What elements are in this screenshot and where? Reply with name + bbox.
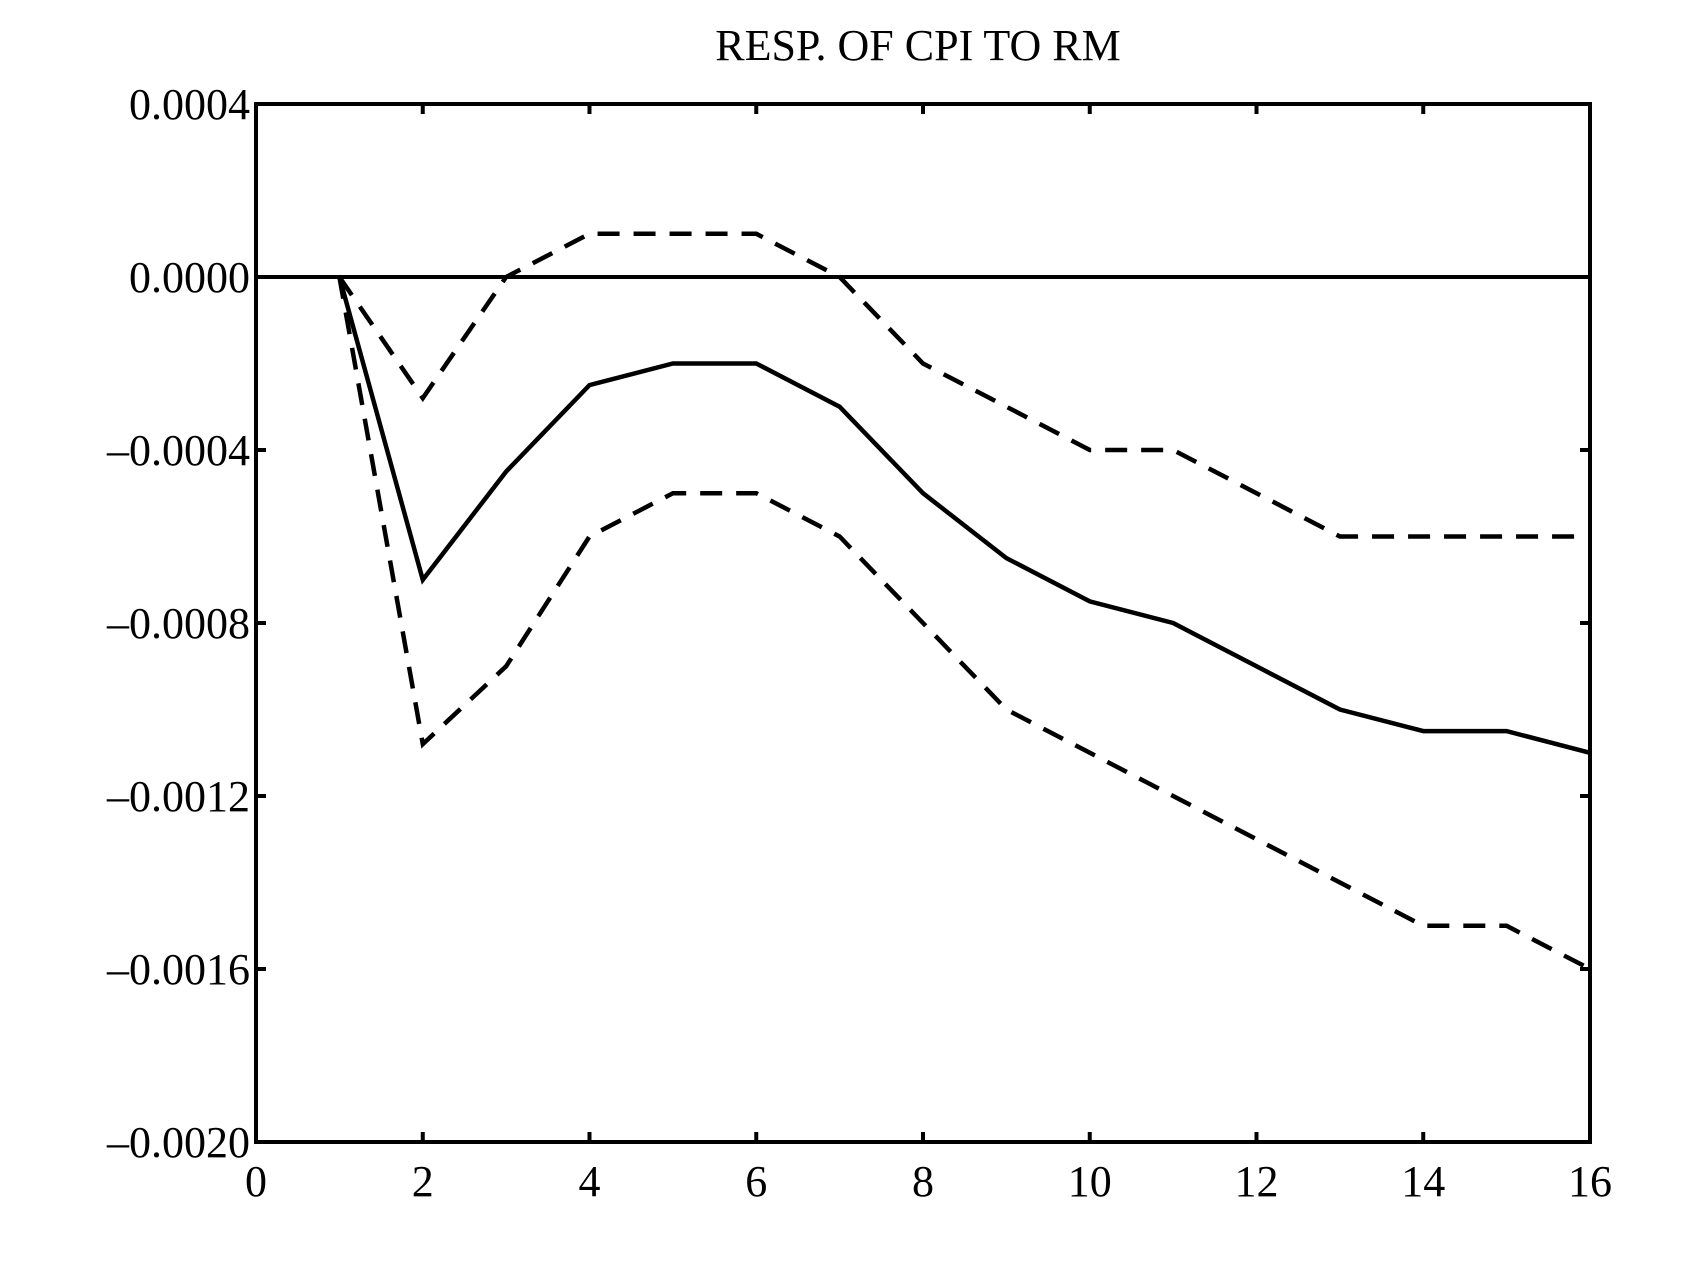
response-line (337, 276, 1591, 755)
chart-title: RESP. OF CPI TO RM (715, 21, 1121, 70)
y-tick-label: –0.0020 (106, 1118, 250, 1167)
x-tick-label: 10 (1068, 1157, 1112, 1206)
x-tick-label: 8 (912, 1157, 934, 1206)
x-tick-label: 0 (245, 1157, 267, 1206)
y-tick-label: –0.0004 (106, 426, 250, 475)
y-tick-label: –0.0012 (106, 772, 250, 821)
x-tick-label: 16 (1568, 1157, 1612, 1206)
x-tick-label: 14 (1401, 1157, 1445, 1206)
lower-band-line (337, 276, 1592, 971)
x-tick-label: 12 (1235, 1157, 1279, 1206)
y-tick-label: 0.0004 (129, 80, 250, 129)
axis-ticks (254, 102, 1592, 1144)
x-tick-label: 2 (412, 1157, 434, 1206)
y-tick-label: 0.0000 (129, 253, 250, 302)
y-tick-label: –0.0008 (106, 599, 250, 648)
x-tick-label: 4 (579, 1157, 601, 1206)
upper-band-line (337, 231, 1590, 539)
axis-tick-labels: 0 2 4 6 8 10 12 14 16 0.0004 0.0000 –0.0004 –0.0008 –… (106, 80, 1612, 1206)
plot-area (256, 231, 1592, 971)
y-tick-label: –0.0016 (106, 945, 250, 994)
x-tick-label: 6 (745, 1157, 767, 1206)
